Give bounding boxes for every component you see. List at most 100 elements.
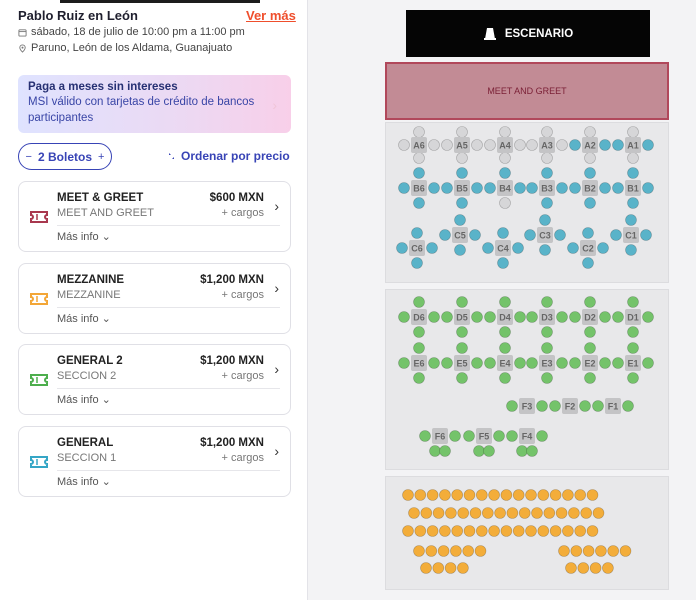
seat[interactable] bbox=[584, 197, 596, 209]
seat[interactable] bbox=[584, 326, 596, 338]
table[interactable] bbox=[452, 227, 468, 243]
seat[interactable] bbox=[428, 139, 440, 151]
seat[interactable] bbox=[441, 139, 453, 151]
sort-by-price-button[interactable]: Ordenar por precio bbox=[168, 149, 290, 163]
seat[interactable] bbox=[456, 167, 468, 179]
seat[interactable] bbox=[574, 489, 586, 501]
seat[interactable] bbox=[549, 400, 561, 412]
seat[interactable] bbox=[549, 489, 562, 501]
seat[interactable] bbox=[402, 489, 414, 501]
seat[interactable] bbox=[577, 562, 590, 574]
seat[interactable] bbox=[541, 167, 553, 179]
seat[interactable] bbox=[499, 372, 511, 384]
seat[interactable] bbox=[456, 326, 468, 338]
seat[interactable] bbox=[556, 182, 568, 194]
seat[interactable] bbox=[451, 489, 463, 501]
seat[interactable] bbox=[512, 525, 525, 537]
seat[interactable] bbox=[584, 152, 596, 164]
seat[interactable] bbox=[413, 326, 425, 338]
seat[interactable] bbox=[411, 227, 423, 239]
seat[interactable] bbox=[549, 525, 562, 537]
seat[interactable] bbox=[589, 562, 602, 574]
seat[interactable] bbox=[642, 182, 654, 194]
seat[interactable] bbox=[569, 139, 581, 151]
seat[interactable] bbox=[413, 296, 425, 308]
seat[interactable] bbox=[556, 139, 568, 151]
seat[interactable] bbox=[413, 342, 425, 354]
seat[interactable] bbox=[565, 562, 577, 574]
seat[interactable] bbox=[514, 311, 526, 323]
seat[interactable] bbox=[398, 311, 410, 323]
seat[interactable] bbox=[622, 400, 634, 412]
seat[interactable] bbox=[592, 400, 604, 412]
seat[interactable] bbox=[497, 227, 509, 239]
seat[interactable] bbox=[543, 507, 556, 519]
table[interactable] bbox=[582, 355, 598, 371]
seat[interactable] bbox=[568, 507, 580, 519]
seat[interactable] bbox=[531, 507, 543, 519]
seat[interactable] bbox=[462, 545, 474, 557]
table[interactable] bbox=[580, 240, 596, 256]
seat[interactable] bbox=[526, 139, 538, 151]
seat[interactable] bbox=[408, 507, 420, 519]
seat[interactable] bbox=[582, 545, 595, 557]
seat[interactable] bbox=[562, 489, 574, 501]
table[interactable] bbox=[625, 309, 641, 325]
seat[interactable] bbox=[525, 489, 537, 501]
seat[interactable] bbox=[526, 445, 538, 457]
seat[interactable] bbox=[432, 562, 445, 574]
seat[interactable] bbox=[484, 182, 496, 194]
seat[interactable] bbox=[425, 545, 438, 557]
seat[interactable] bbox=[554, 229, 566, 241]
seat[interactable] bbox=[398, 139, 410, 151]
seat[interactable] bbox=[627, 342, 639, 354]
table[interactable] bbox=[432, 428, 448, 444]
seat[interactable] bbox=[402, 525, 414, 537]
seat[interactable] bbox=[558, 545, 570, 557]
seat[interactable] bbox=[514, 139, 526, 151]
seat[interactable] bbox=[584, 296, 596, 308]
seat[interactable] bbox=[482, 242, 494, 254]
seat[interactable] bbox=[627, 167, 639, 179]
seat[interactable] bbox=[625, 244, 637, 256]
seat[interactable] bbox=[514, 357, 526, 369]
seat[interactable] bbox=[537, 489, 550, 501]
table[interactable] bbox=[539, 355, 555, 371]
seat[interactable] bbox=[569, 182, 581, 194]
seat[interactable] bbox=[499, 152, 511, 164]
table[interactable] bbox=[539, 309, 555, 325]
seat[interactable] bbox=[612, 357, 624, 369]
seat[interactable] bbox=[567, 242, 579, 254]
seat[interactable] bbox=[469, 229, 481, 241]
seat[interactable] bbox=[428, 182, 440, 194]
seat[interactable] bbox=[499, 296, 511, 308]
seat[interactable] bbox=[476, 525, 488, 537]
seat[interactable] bbox=[584, 342, 596, 354]
seat[interactable] bbox=[420, 562, 432, 574]
table[interactable] bbox=[454, 137, 470, 153]
seat[interactable] bbox=[428, 311, 440, 323]
seat[interactable] bbox=[493, 430, 505, 442]
seat[interactable] bbox=[494, 507, 506, 519]
seat[interactable] bbox=[541, 296, 553, 308]
seat[interactable] bbox=[450, 545, 462, 557]
seat[interactable] bbox=[444, 562, 457, 574]
seat[interactable] bbox=[627, 126, 639, 138]
seat[interactable] bbox=[439, 525, 451, 537]
seat[interactable] bbox=[420, 507, 433, 519]
seat[interactable] bbox=[396, 242, 408, 254]
seat[interactable] bbox=[612, 182, 624, 194]
more-info-toggle[interactable]: Más info ⌄ bbox=[57, 230, 111, 243]
table[interactable] bbox=[625, 137, 641, 153]
table[interactable] bbox=[582, 309, 598, 325]
seat[interactable] bbox=[586, 525, 599, 537]
seat[interactable] bbox=[627, 197, 639, 209]
seat[interactable] bbox=[414, 489, 427, 501]
seat[interactable] bbox=[584, 167, 596, 179]
seat[interactable] bbox=[439, 489, 451, 501]
seat[interactable] bbox=[570, 545, 583, 557]
seat[interactable] bbox=[612, 139, 624, 151]
seat[interactable] bbox=[457, 562, 469, 574]
table[interactable] bbox=[582, 180, 598, 196]
seat[interactable] bbox=[426, 242, 438, 254]
